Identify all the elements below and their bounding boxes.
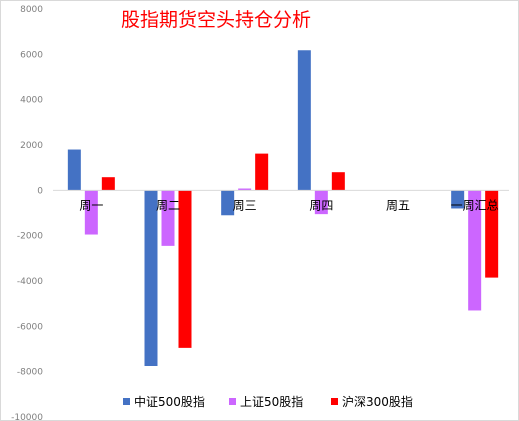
y-tick-label: 2000 [20,141,43,151]
y-tick-label: -8000 [17,368,43,378]
bar [485,190,499,278]
bar [314,190,328,215]
y-tick-label: -4000 [17,277,43,287]
legend-swatch [123,398,130,405]
legend-label: 上证50股指 [240,394,303,409]
y-tick-label: 8000 [20,5,43,15]
legend-swatch [331,398,338,405]
y-tick-label: -10000 [11,413,43,420]
bar [331,172,345,191]
bar [84,190,98,235]
bar [297,50,311,191]
bar [468,190,482,311]
bar [101,177,115,191]
x-tick-label: 周五 [386,198,410,212]
x-tick-label: 周四 [309,198,333,212]
x-tick-label: 周三 [233,198,257,212]
bar [255,153,269,191]
y-tick-label: 0 [37,186,43,196]
legend-swatch [229,398,236,405]
bar [144,190,158,366]
chart-title: 股指期货空头持仓分析 [121,9,312,31]
x-tick-label: 一周汇总 [451,198,499,212]
y-tick-label: 6000 [20,50,43,60]
y-tick-label: -6000 [17,322,43,332]
y-tick-label: -2000 [17,232,43,242]
y-tick-label: 4000 [20,96,43,106]
legend-label: 沪深300股指 [342,394,413,409]
bar [221,190,235,216]
bar [451,190,465,209]
bar [67,149,81,191]
bar [161,190,175,246]
legend-label: 中证500股指 [134,394,205,409]
bar [178,190,192,348]
x-tick-label: 周二 [156,198,180,212]
bar [238,188,252,191]
x-tick-label: 周一 [79,198,103,212]
